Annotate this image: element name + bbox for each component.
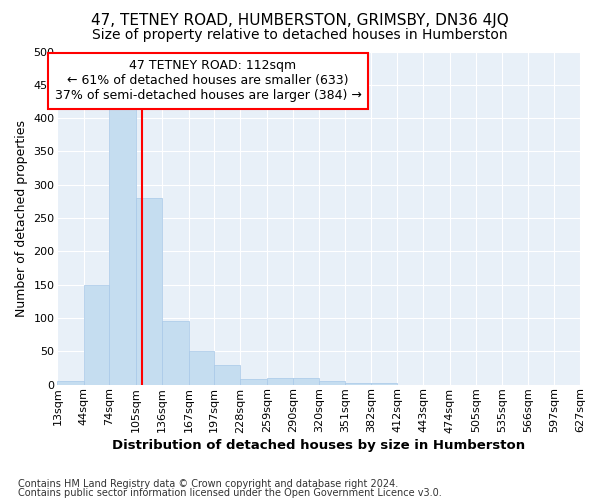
Bar <box>84 284 109 384</box>
Bar <box>293 378 319 384</box>
Text: 47 TETNEY ROAD: 112sqm
← 61% of detached houses are smaller (633)
37% of semi-de: 47 TETNEY ROAD: 112sqm ← 61% of detached… <box>55 60 362 102</box>
Bar <box>58 382 84 384</box>
Text: Contains public sector information licensed under the Open Government Licence v3: Contains public sector information licen… <box>18 488 442 498</box>
Y-axis label: Number of detached properties: Number of detached properties <box>15 120 28 316</box>
Bar <box>241 380 267 384</box>
Bar <box>136 198 162 384</box>
Bar <box>109 105 136 384</box>
X-axis label: Distribution of detached houses by size in Humberston: Distribution of detached houses by size … <box>112 440 525 452</box>
Bar <box>267 378 293 384</box>
Text: 47, TETNEY ROAD, HUMBERSTON, GRIMSBY, DN36 4JQ: 47, TETNEY ROAD, HUMBERSTON, GRIMSBY, DN… <box>91 12 509 28</box>
Bar <box>214 364 241 384</box>
Bar <box>162 322 188 384</box>
Text: Size of property relative to detached houses in Humberston: Size of property relative to detached ho… <box>92 28 508 42</box>
Text: Contains HM Land Registry data © Crown copyright and database right 2024.: Contains HM Land Registry data © Crown c… <box>18 479 398 489</box>
Bar <box>319 382 345 384</box>
Bar <box>188 352 214 384</box>
